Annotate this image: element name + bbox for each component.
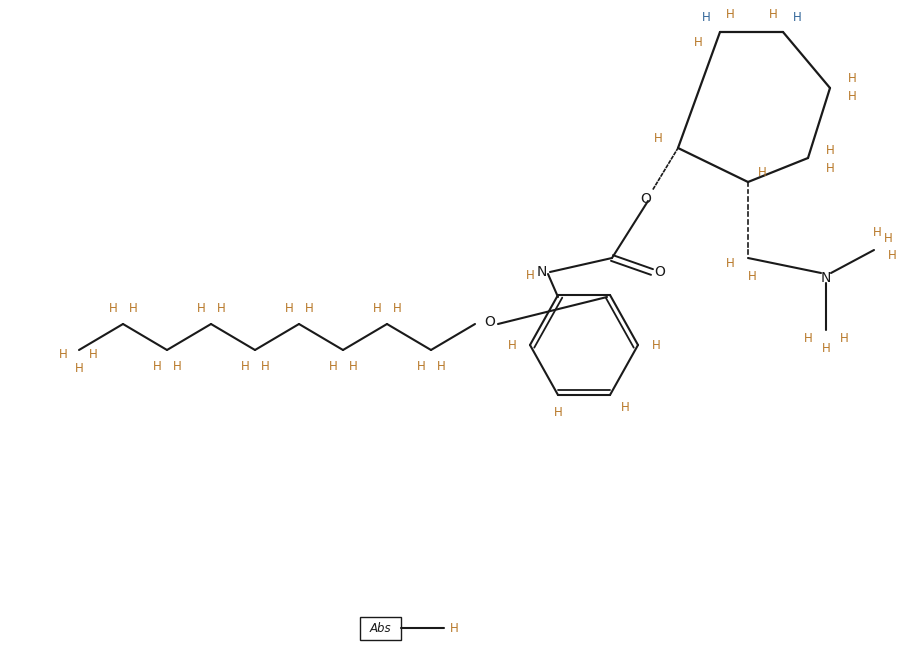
- Text: H: H: [888, 248, 896, 261]
- Text: H: H: [748, 269, 756, 283]
- Text: H: H: [89, 347, 98, 361]
- FancyBboxPatch shape: [360, 617, 400, 639]
- Text: H: H: [553, 407, 562, 420]
- Text: H: H: [872, 226, 881, 238]
- Text: H: H: [508, 339, 516, 351]
- Text: H: H: [217, 301, 225, 315]
- Text: H: H: [393, 301, 401, 315]
- Text: H: H: [769, 7, 777, 21]
- Text: H: H: [372, 301, 382, 315]
- Text: H: H: [241, 359, 249, 373]
- Text: N: N: [821, 271, 832, 285]
- Text: H: H: [450, 621, 458, 635]
- Text: H: H: [847, 71, 857, 84]
- Text: H: H: [822, 341, 831, 355]
- Text: O: O: [485, 315, 495, 329]
- Text: O: O: [641, 192, 652, 206]
- Text: H: H: [109, 301, 117, 315]
- Text: H: H: [304, 301, 313, 315]
- Text: H: H: [328, 359, 337, 373]
- Text: H: H: [726, 257, 735, 269]
- Text: H: H: [654, 132, 662, 144]
- Text: H: H: [172, 359, 182, 373]
- Text: H: H: [804, 331, 812, 345]
- Text: Abs: Abs: [369, 621, 391, 635]
- Text: N: N: [537, 265, 547, 279]
- Text: H: H: [847, 90, 857, 102]
- Text: H: H: [693, 35, 703, 49]
- Text: H: H: [793, 11, 801, 23]
- Text: H: H: [196, 301, 206, 315]
- Text: H: H: [825, 144, 834, 156]
- Text: H: H: [840, 331, 848, 345]
- Text: H: H: [726, 7, 735, 21]
- Text: H: H: [702, 11, 710, 23]
- Text: O: O: [655, 265, 666, 279]
- Text: H: H: [621, 401, 630, 413]
- Text: H: H: [417, 359, 425, 373]
- Text: H: H: [825, 162, 834, 174]
- Text: H: H: [285, 301, 293, 315]
- Text: H: H: [129, 301, 137, 315]
- Text: H: H: [883, 232, 892, 244]
- Text: H: H: [758, 166, 766, 178]
- Text: H: H: [75, 361, 83, 375]
- Text: H: H: [59, 347, 67, 361]
- Text: H: H: [526, 269, 535, 281]
- Text: H: H: [437, 359, 445, 373]
- Text: H: H: [349, 359, 358, 373]
- Text: H: H: [652, 339, 660, 351]
- Text: H: H: [261, 359, 269, 373]
- Text: H: H: [153, 359, 161, 373]
